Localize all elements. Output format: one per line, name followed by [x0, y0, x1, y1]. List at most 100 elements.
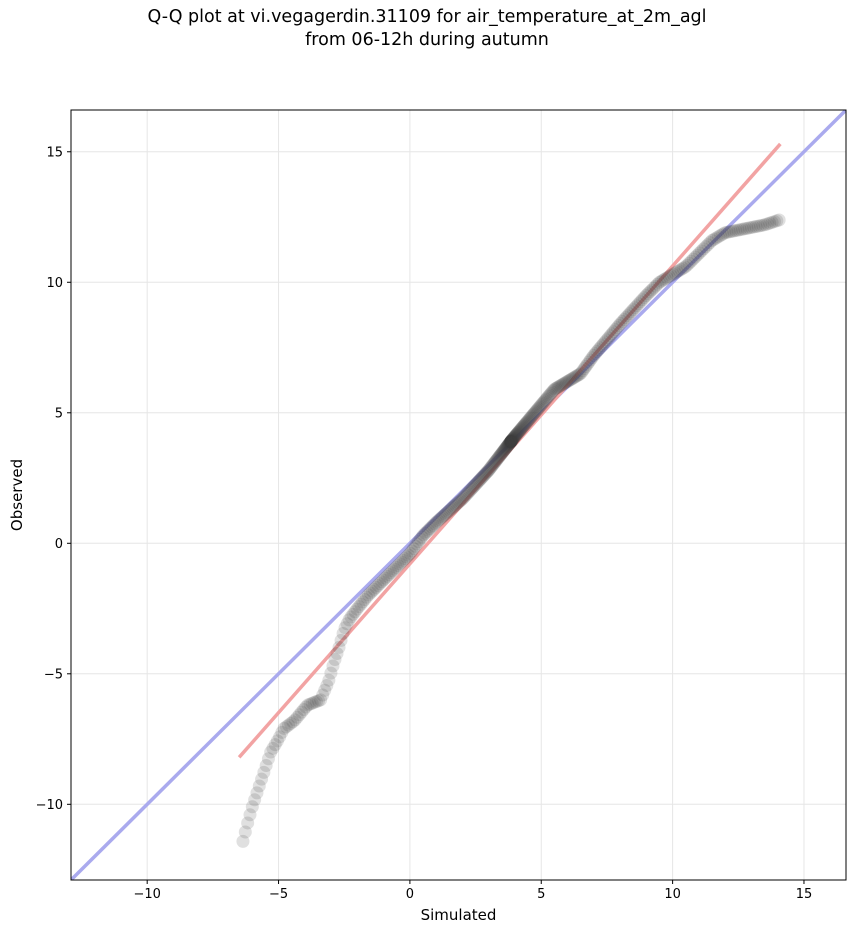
qq-point — [504, 434, 518, 448]
qq-point — [389, 560, 403, 574]
x-tick-label: 15 — [796, 887, 813, 902]
qq-point — [444, 502, 458, 516]
y-tick-label: 15 — [46, 145, 63, 160]
qq-point — [292, 708, 306, 722]
qq-point — [518, 417, 532, 431]
qq-point — [603, 329, 617, 343]
qq-point — [367, 582, 381, 596]
qq-point — [318, 683, 332, 697]
qq-point — [770, 214, 784, 228]
qq-point — [264, 745, 278, 759]
qq-point — [521, 414, 535, 428]
qq-point — [553, 379, 567, 393]
qq-point — [678, 260, 692, 274]
qq-point — [509, 429, 523, 443]
qq-point — [421, 523, 435, 537]
qq-point — [303, 697, 317, 711]
qq-point — [641, 287, 655, 301]
qq-point — [457, 491, 471, 505]
qq-point — [593, 341, 607, 355]
qq-point — [555, 377, 569, 391]
qq-point — [513, 423, 527, 437]
qq-point — [479, 466, 493, 480]
qq-point — [295, 705, 309, 719]
qq-point — [435, 510, 449, 524]
qq-point — [502, 436, 516, 450]
qq-point — [393, 557, 407, 571]
qq-point — [405, 544, 419, 558]
qq-point — [443, 503, 457, 517]
y-tick-label: 5 — [55, 406, 63, 421]
qq-point — [624, 305, 638, 319]
qq-point — [489, 454, 503, 468]
qq-point — [564, 372, 578, 386]
qq-point — [477, 469, 491, 483]
qq-point — [451, 496, 465, 510]
qq-point — [690, 248, 704, 262]
qq-point — [279, 720, 293, 734]
axis-ticks: −10 −5 0 5 10 15 −10 −5 0 5 10 15 — [36, 145, 813, 902]
qq-point — [462, 485, 476, 499]
y-tick-label: 0 — [55, 537, 63, 552]
qq-point — [660, 271, 674, 285]
reference-lines — [71, 110, 846, 880]
chart-title-line-2: from 06-12h during autumn — [305, 30, 549, 50]
qq-point — [482, 463, 496, 477]
x-axis-label: Simulated — [421, 906, 497, 924]
qq-point — [622, 307, 636, 321]
qq-point — [380, 569, 394, 583]
qq-point — [478, 467, 492, 481]
qq-point — [376, 573, 390, 587]
qq-point — [248, 793, 262, 807]
qq-point — [471, 475, 485, 489]
qq-point — [617, 313, 631, 327]
qq-point — [453, 494, 467, 508]
qq-point — [266, 741, 280, 755]
qq-point — [348, 605, 362, 619]
qq-point — [763, 216, 777, 230]
qq-point — [509, 428, 523, 442]
qq-point — [408, 539, 422, 553]
qq-point — [529, 404, 543, 418]
qq-point — [469, 477, 483, 491]
qq-point — [500, 440, 514, 454]
qq-point — [245, 800, 259, 814]
qq-point — [255, 772, 269, 786]
qq-point — [503, 435, 517, 449]
qq-point — [643, 285, 657, 299]
qq-point — [612, 319, 626, 333]
qq-point — [326, 659, 340, 673]
qq-point — [371, 579, 385, 593]
qq-point — [505, 433, 519, 447]
qq-point — [324, 666, 338, 680]
qq-point — [519, 416, 533, 430]
qq-point — [605, 327, 619, 341]
qq-point — [595, 339, 609, 353]
x-tick-label: 10 — [664, 887, 681, 902]
qq-point — [493, 449, 507, 463]
qq-point — [504, 434, 518, 448]
qq-point — [488, 455, 502, 469]
qq-point — [342, 613, 356, 627]
qq-point — [573, 367, 587, 381]
qq-point — [496, 444, 510, 458]
qq-point — [537, 395, 551, 409]
qq-point — [464, 482, 478, 496]
qq-point — [525, 409, 539, 423]
qq-point — [580, 357, 594, 371]
qq-point — [501, 438, 515, 452]
qq-point — [517, 418, 531, 432]
qq-point — [585, 351, 599, 365]
qq-point — [475, 471, 489, 485]
identity-line — [71, 110, 846, 880]
qq-point — [257, 765, 271, 779]
qq-point — [468, 478, 482, 492]
qq-point — [243, 808, 257, 822]
qq-point — [524, 410, 538, 424]
qq-point — [672, 264, 686, 278]
qq-point — [515, 421, 529, 435]
qq-point — [387, 562, 401, 576]
qq-point — [391, 559, 405, 573]
qq-point — [401, 548, 415, 562]
qq-point — [692, 246, 706, 260]
